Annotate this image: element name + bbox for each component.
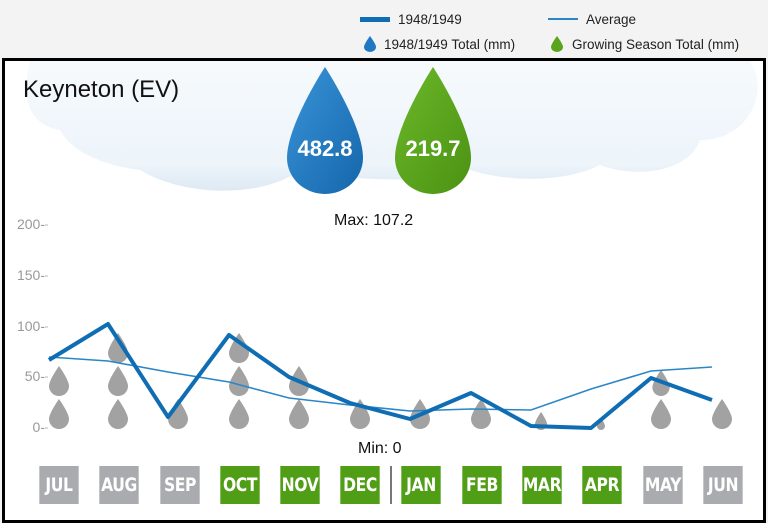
month-may[interactable]: MAY xyxy=(643,466,683,504)
growing-season-total-value: 219.7 xyxy=(405,136,461,161)
green-drop-icon xyxy=(551,36,563,52)
year-divider xyxy=(390,466,392,504)
month-sep[interactable]: SEP xyxy=(160,466,200,504)
growing-total-drop xyxy=(395,67,471,194)
chart-legend: 1948/1949 Average 1948/1949 Total (mm) G… xyxy=(350,8,768,58)
y-tick-100: 100- xyxy=(16,318,45,334)
thin-line-icon xyxy=(548,17,578,20)
legend-season-total-label: 1948/1949 Total (mm) xyxy=(384,36,516,52)
legend-item-season[interactable]: 1948/1949 xyxy=(360,12,462,27)
legend-item-growing-total[interactable]: Growing Season Total (mm) xyxy=(550,36,739,52)
y-tick-0: 0- xyxy=(32,419,45,435)
month-jun[interactable]: JUN xyxy=(703,466,743,504)
month-nov[interactable]: NOV xyxy=(280,466,320,504)
month-aug[interactable]: AUG xyxy=(99,466,139,504)
y-tick-200: 200- xyxy=(16,216,45,232)
average-line xyxy=(48,356,713,412)
station-title: Keyneton (EV) xyxy=(23,76,180,103)
season-total-value: 482.8 xyxy=(297,136,353,161)
month-apr[interactable]: APR xyxy=(582,466,622,504)
y-tick-50: 50- xyxy=(24,368,45,384)
month-oct[interactable]: OCT xyxy=(220,466,260,504)
blue-drop-icon xyxy=(364,36,376,52)
month-mar[interactable]: MAR xyxy=(522,466,562,504)
thick-line-icon xyxy=(360,16,390,22)
min-label: Min: 0 xyxy=(358,440,402,457)
month-jul[interactable]: JUL xyxy=(39,466,79,504)
month-feb[interactable]: FEB xyxy=(462,466,502,504)
y-axis-ticks xyxy=(45,224,48,429)
legend-average-label: Average xyxy=(586,12,637,27)
legend-item-season-total[interactable]: 1948/1949 Total (mm) xyxy=(364,36,515,52)
season-line xyxy=(47,322,713,430)
max-label: Max: 107.2 xyxy=(334,212,414,229)
month-dec[interactable]: DEC xyxy=(340,466,380,504)
legend-item-average[interactable]: Average xyxy=(548,12,636,27)
cloud-background xyxy=(26,61,758,191)
month-jan[interactable]: JAN xyxy=(401,466,441,504)
chart-frame: Keyneton (EV) 482.8 219.7 Max: 107.2 Min… xyxy=(2,58,766,523)
y-tick-150: 150- xyxy=(16,267,45,283)
season-total-drop xyxy=(287,67,363,194)
legend-season-label: 1948/1949 xyxy=(398,12,462,27)
chart-canvas xyxy=(26,61,758,430)
legend-growing-total-label: Growing Season Total (mm) xyxy=(572,36,740,52)
